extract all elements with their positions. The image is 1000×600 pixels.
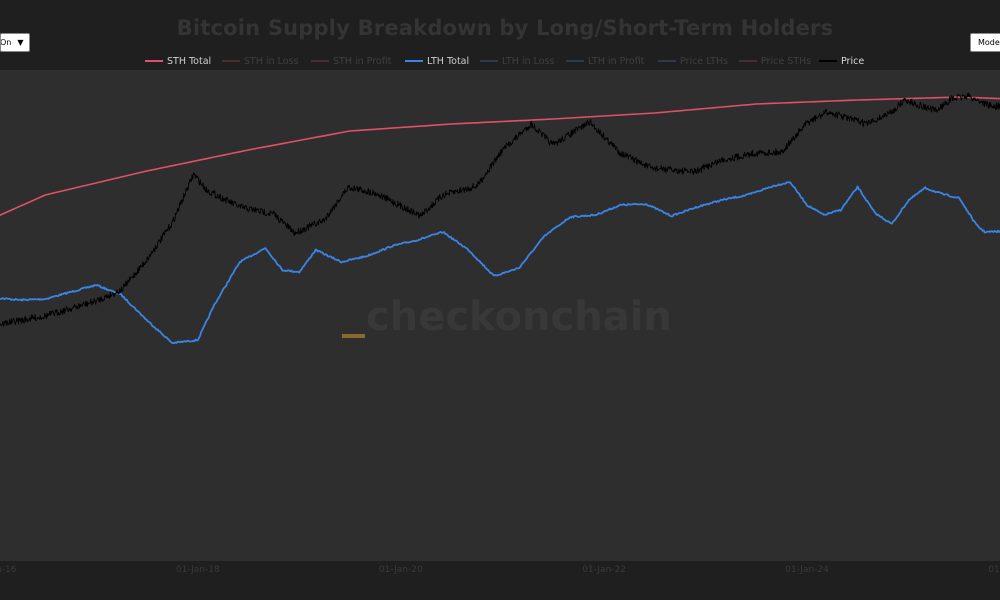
mode-dropdown[interactable]: Moder xyxy=(970,33,1000,52)
legend-item-price-sths[interactable]: Price STHs xyxy=(739,54,811,68)
x-tick-label: 01-Jan-26 xyxy=(988,565,1000,575)
x-tick-label: 01-Jan-16 xyxy=(0,565,17,575)
mode-dropdown-value: Moder xyxy=(978,38,1000,47)
legend-item-price[interactable]: Price xyxy=(819,54,864,68)
legend-swatch-price xyxy=(819,60,837,62)
legend-label-lth-in-loss: LTH in Loss xyxy=(502,55,555,67)
legend-swatch-price-sths xyxy=(739,60,757,62)
chart-title: Bitcoin Supply Breakdown by Long/Short-T… xyxy=(176,16,834,40)
legend-label-price: Price xyxy=(841,55,865,67)
legend-item-lth-in-loss[interactable]: LTH in Loss xyxy=(480,54,554,68)
chevron-down-icon: ▼ xyxy=(17,38,24,47)
legend-swatch-sth-total xyxy=(145,60,163,62)
legend-item-price-lths[interactable]: Price LTHs xyxy=(658,54,728,68)
legend: STH Total STH in Loss STH in Profit LTH … xyxy=(0,54,1000,68)
legend-swatch-sth-in-loss xyxy=(222,60,240,62)
legend-label-price-sths: Price STHs xyxy=(761,55,812,67)
x-tick-label: 01-Jan-18 xyxy=(176,565,220,575)
legend-item-lth-in-profit[interactable]: LTH in Profit xyxy=(566,54,644,68)
watermark: checkonchain xyxy=(366,294,672,340)
series-layer xyxy=(0,92,1000,345)
legend-item-lth-total[interactable]: LTH Total xyxy=(405,54,469,68)
x-tick-label: 01-Jan-22 xyxy=(582,565,626,575)
legend-swatch-lth-in-profit xyxy=(566,60,584,62)
series-line-sth-total xyxy=(0,96,1000,217)
watermark-accent-bar xyxy=(342,334,365,338)
legend-label-lth-total: LTH Total xyxy=(427,55,470,67)
x-tick-label: 01-Jan-24 xyxy=(785,565,829,575)
series-line-price xyxy=(0,92,1000,327)
series-line-lth-total xyxy=(0,181,1000,345)
legend-swatch-price-lths xyxy=(658,60,676,62)
legend-label-sth-in-loss: STH in Loss xyxy=(244,55,299,67)
toggle-dropdown-value: On xyxy=(0,38,12,47)
legend-label-sth-total: STH Total xyxy=(167,55,212,67)
toggle-dropdown[interactable]: On ▼ xyxy=(0,33,30,52)
legend-item-sth-in-loss[interactable]: STH in Loss xyxy=(222,54,299,68)
legend-label-sth-in-profit: STH in Profit xyxy=(333,55,392,67)
legend-swatch-lth-in-loss xyxy=(480,60,498,62)
legend-label-price-lths: Price LTHs xyxy=(680,55,729,67)
legend-swatch-sth-in-profit xyxy=(311,60,329,62)
x-tick-label: 01-Jan-20 xyxy=(379,565,423,575)
legend-item-sth-in-profit[interactable]: STH in Profit xyxy=(311,54,391,68)
legend-swatch-lth-total xyxy=(405,60,423,62)
x-axis: 01-Jan-16 01-Jan-18 01-Jan-20 01-Jan-22 01-J… xyxy=(0,565,1000,575)
legend-item-sth-total[interactable]: STH Total xyxy=(145,54,211,68)
legend-label-lth-in-profit: LTH in Profit xyxy=(588,55,645,67)
